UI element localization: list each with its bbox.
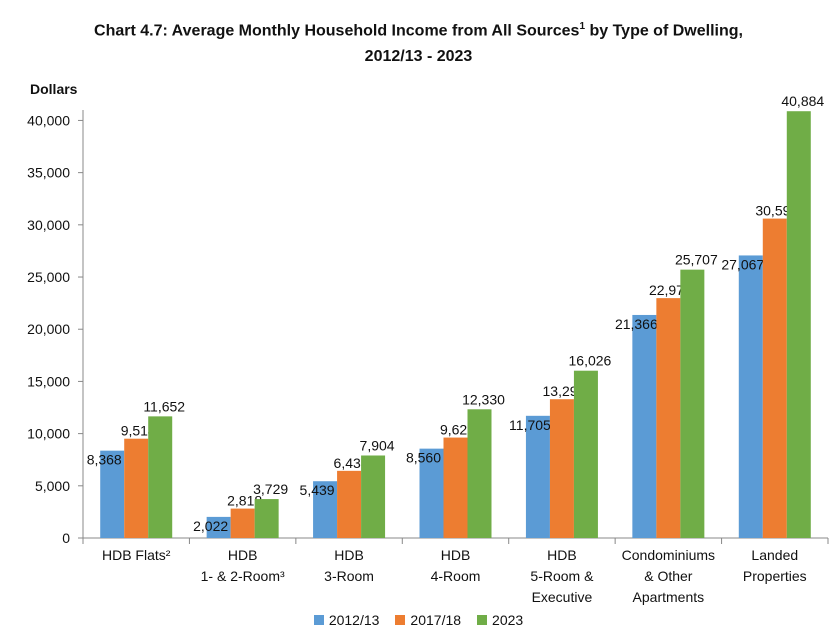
data-label: 12,330 [462, 391, 505, 407]
chart-title-line-2: 2012/13 - 2023 [364, 48, 473, 66]
x-category-label: & Other [644, 568, 693, 584]
x-category-label: HDB [441, 547, 471, 563]
x-category-label: 5-Room & [530, 568, 594, 584]
x-category-label: HDB Flats² [102, 547, 171, 563]
bar-2017-18-6 [762, 218, 787, 538]
data-label: 40,884 [781, 93, 824, 109]
legend-item: 2017/18 [395, 612, 461, 628]
data-label: 6,433 [334, 455, 369, 471]
y-axis-label: Dollars [30, 81, 78, 97]
x-category-label: Condominiums [622, 547, 715, 563]
bar-2012-13-1 [206, 516, 231, 538]
chart-legend: 2012/13 2017/18 2023 [0, 612, 837, 628]
bar-2017-18-4 [549, 399, 574, 538]
x-category-label: 4-Room [431, 568, 481, 584]
bar-2023-1 [254, 499, 279, 538]
data-label: 9,514 [121, 423, 156, 439]
x-category-label: Landed [751, 547, 798, 563]
y-tick-label: 5,000 [35, 478, 70, 494]
data-label: 27,067 [721, 256, 764, 272]
y-tick-label: 40,000 [27, 112, 70, 128]
data-label: 2,818 [227, 493, 262, 509]
bar-2012-13-3 [419, 448, 444, 538]
y-tick-label: 25,000 [27, 269, 70, 285]
x-category-label: 3-Room [324, 568, 374, 584]
bar-2023-0 [148, 416, 173, 538]
legend-item: 2023 [477, 612, 523, 628]
bar-2012-13-0 [100, 450, 125, 538]
y-tick-label: 0 [62, 530, 70, 546]
legend-item: 2012/13 [313, 612, 380, 628]
data-label: 8,560 [406, 450, 441, 466]
data-label: 3,729 [253, 481, 288, 497]
x-category-label: Properties [743, 568, 807, 584]
y-tick-label: 20,000 [27, 321, 70, 337]
bar-2012-13-5 [632, 314, 657, 538]
bar-chart: Dollars 0 5,000 10,000 15,000 20,000 25,000 30,… [27, 81, 829, 605]
legend-swatch [395, 615, 406, 626]
bar-2012-13-2 [313, 481, 338, 538]
bar-2023-3 [467, 409, 492, 538]
bar-2012-13-4 [525, 415, 550, 538]
data-label: 2,022 [193, 518, 228, 534]
x-category-label: 1- & 2-Room³ [201, 568, 285, 584]
bar-2023-5 [680, 269, 705, 538]
data-label: 21,366 [615, 316, 658, 332]
data-label: 8,368 [87, 452, 122, 468]
bar-2023-4 [573, 370, 598, 538]
legend-swatch [313, 615, 324, 626]
bar-2023-2 [361, 455, 386, 538]
bar-2023-6 [786, 111, 811, 538]
y-tick-label: 10,000 [27, 426, 70, 442]
data-label: 5,439 [300, 482, 335, 498]
data-label: 7,904 [360, 437, 395, 453]
y-tick-label: 30,000 [27, 217, 70, 233]
data-label: 11,652 [143, 398, 185, 414]
x-category-label: Executive [532, 589, 593, 605]
x-category-label: HDB [334, 547, 364, 563]
bar-2017-18-5 [656, 298, 681, 538]
bar-2017-18-0 [124, 438, 149, 538]
chart-title-line-1: Chart 4.7: Average Monthly Household Inc… [94, 21, 743, 40]
data-label: 11,705 [509, 417, 551, 433]
x-category-label: HDB [547, 547, 577, 563]
bar-2017-18-1 [230, 508, 255, 538]
chart-title: Chart 4.7: Average Monthly Household Inc… [0, 14, 837, 70]
bar-2012-13-6 [738, 255, 763, 538]
legend-label: 2023 [492, 612, 524, 628]
data-label: 9,621 [440, 422, 475, 438]
legend-label: 2012/13 [328, 612, 380, 628]
y-tick-label: 15,000 [27, 373, 70, 389]
x-category-label: Apartments [633, 589, 705, 605]
bar-2017-18-2 [337, 470, 362, 538]
x-category-label: HDB [228, 547, 258, 563]
data-label: 25,707 [675, 252, 718, 268]
data-label: 16,026 [569, 353, 612, 369]
bar-2017-18-3 [443, 437, 468, 538]
legend-swatch [477, 615, 488, 626]
legend-label: 2017/18 [410, 612, 462, 628]
y-tick-label: 35,000 [27, 165, 70, 181]
